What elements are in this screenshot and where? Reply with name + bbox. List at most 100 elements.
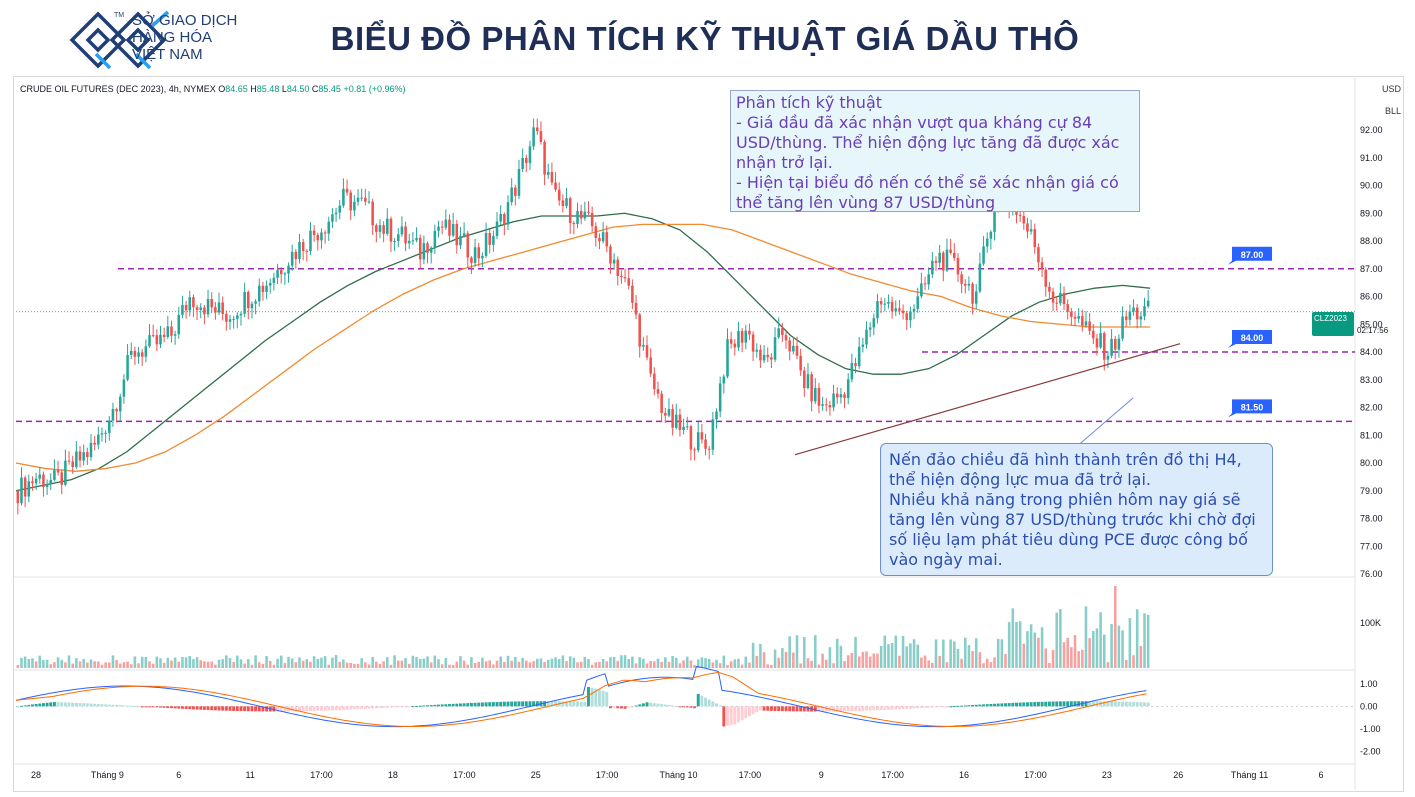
currency-button[interactable]: USD (1381, 84, 1401, 94)
candle-body (565, 198, 568, 207)
candle-body (301, 241, 305, 251)
price-tick-label: 86.00 (1360, 292, 1383, 302)
volume-bar (894, 635, 898, 668)
oscillator-histogram-bar (133, 706, 137, 708)
candle-body (400, 226, 404, 235)
oscillator-histogram-bar (330, 706, 334, 711)
oscillator-histogram-bar (1143, 702, 1146, 707)
volume-bar (594, 662, 598, 668)
candle-body (583, 211, 587, 219)
oscillator-histogram-bar (488, 702, 492, 707)
oscillator-histogram-bar (217, 706, 221, 711)
candle-body (737, 331, 740, 348)
candle-body (1048, 286, 1051, 292)
oscillator-histogram-bar (393, 706, 397, 708)
oscillator-histogram-bar (480, 702, 484, 707)
reversal-note[interactable]: Nến đảo chiều đã hình thành trên đồ thị … (880, 443, 1273, 576)
volume-bar (1051, 649, 1055, 668)
oscillator-histogram-bar (312, 706, 316, 711)
oscillator-histogram-bar (462, 703, 466, 707)
oscillator-histogram-bar (802, 706, 806, 712)
volume-bar (920, 657, 923, 668)
oscillator-histogram-bar (254, 706, 258, 712)
candle-body (345, 188, 349, 193)
volume-bar (316, 659, 320, 668)
candle-body (1066, 304, 1069, 312)
volume-bar (1077, 651, 1080, 668)
volume-bar (740, 664, 744, 668)
candle-body (645, 345, 649, 358)
volume-bar (1099, 612, 1102, 668)
oscillator-histogram-bar (715, 703, 718, 707)
volume-bar (642, 658, 645, 668)
oscillator-histogram-bar (38, 703, 42, 707)
trendline (794, 343, 1181, 456)
unit-button[interactable]: BLL (1384, 106, 1401, 116)
volume-bar (243, 663, 246, 668)
trendline-line (794, 343, 1181, 456)
volume-bar (759, 643, 762, 668)
candle-body (532, 127, 535, 147)
oscillator-histogram-bar (356, 706, 360, 710)
oscillator-histogram-bar (1069, 701, 1073, 707)
candle-body (100, 433, 104, 435)
volume-bar (272, 664, 276, 668)
oscillator-histogram-bar (418, 705, 422, 707)
volume-bar (850, 652, 854, 668)
oscillator-histogram-bar (667, 704, 671, 707)
oscillator-histogram-bar (323, 706, 327, 711)
oscillator-histogram-bar (832, 706, 836, 712)
candle-body (887, 301, 890, 304)
candle-body (890, 301, 894, 312)
oscillator-histogram-bar (773, 706, 777, 711)
candle-body (1022, 216, 1026, 224)
candle-body (1073, 316, 1077, 319)
candle-body (535, 127, 539, 132)
last-price-tag: CLZ2023 85.45 02:17:56 (1312, 312, 1389, 336)
oscillator-histogram-bar (949, 706, 953, 708)
volume-bar (916, 644, 919, 668)
volume-bar (1084, 606, 1088, 668)
candles (16, 118, 1150, 515)
level-tag (1228, 330, 1272, 348)
candle-body (631, 285, 634, 303)
volume-bar (561, 655, 565, 668)
price-tick-label: 92.00 (1360, 125, 1383, 135)
oscillator-histogram-bar (919, 706, 923, 709)
volume-bar (283, 663, 287, 668)
candle-body (777, 328, 780, 338)
volume-bar (181, 656, 184, 668)
symbol-name[interactable]: CRUDE OIL FUTURES (DEC 2023), 4h, NYMEX (20, 84, 216, 94)
candle-body (459, 235, 462, 246)
price-tick-label: 90.00 (1360, 181, 1383, 191)
volume-bar (301, 660, 305, 668)
oscillator-histogram-bar (780, 706, 784, 712)
oscillator-histogram-bar (674, 705, 678, 707)
oscillator-histogram-bar (1121, 701, 1125, 707)
candle-body (470, 257, 473, 263)
volume-bar (353, 663, 356, 668)
candle-body (71, 461, 74, 468)
candle-body (173, 334, 177, 336)
volume-bar (1092, 630, 1095, 668)
oscillator-histogram-bar (235, 706, 239, 712)
oscillator-histogram-bar (521, 701, 525, 707)
candle-body (715, 411, 718, 420)
oscillator-histogram-bar (20, 705, 23, 707)
oscillator-histogram-bar (144, 706, 148, 708)
volume-bar (1015, 622, 1018, 668)
oscillator-histogram-bar (605, 692, 609, 707)
candle-body (93, 442, 96, 445)
oscillator-histogram-bar (1095, 701, 1099, 707)
volume-bar (1081, 649, 1084, 668)
volume-bar (437, 659, 440, 668)
candle-body (1070, 311, 1073, 317)
candle-body (642, 345, 645, 347)
oscillator-histogram-bar (784, 706, 788, 712)
volume-bar (1033, 632, 1037, 668)
volume-bar (1102, 634, 1106, 668)
candle-body (726, 339, 729, 377)
level-tag (1228, 399, 1272, 418)
oscillator-histogram-bar (378, 706, 382, 709)
analysis-note[interactable]: Phân tích kỹ thuật - Giá dầu đã xác nhận… (730, 90, 1140, 212)
